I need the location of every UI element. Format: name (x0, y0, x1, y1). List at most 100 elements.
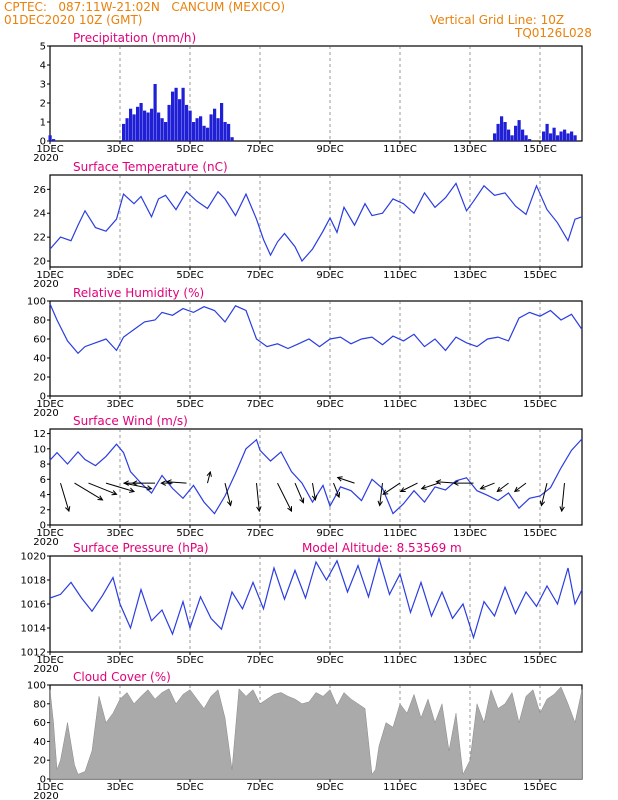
wind-vector-head (129, 487, 136, 493)
wind-vector-head (382, 489, 389, 495)
precip-bar (160, 118, 164, 141)
precip-bar (503, 122, 507, 141)
precip-bar (496, 123, 500, 141)
wind-vector (436, 481, 457, 484)
y-tick-label: 80 (33, 699, 46, 710)
precip-bar (510, 135, 514, 141)
wind-vector (379, 483, 383, 506)
series-line (49, 556, 583, 640)
precip-bar (153, 84, 157, 141)
wind-vector (480, 482, 495, 490)
x-tick-label: 1DEC (36, 399, 63, 410)
y-tick-label: 80 (33, 316, 46, 327)
wind-vector-head (399, 487, 406, 492)
precip-bar (507, 129, 511, 141)
wind-vector-head (334, 492, 341, 499)
y-tick-label: 100 (27, 297, 46, 308)
wind-vector (337, 477, 355, 484)
y-tick-label: 20 (33, 257, 46, 268)
x-tick-label: 15DEC (523, 144, 557, 155)
x-tick-label: 1DEC (36, 270, 63, 281)
x-tick-label: 11DEC (383, 144, 417, 155)
precip-bar (178, 99, 182, 141)
wind-vector-head (123, 480, 129, 486)
date-header: 01DEC2020 10Z (GMT) (4, 13, 143, 27)
x-tick-label: 1DEC (36, 782, 63, 793)
x-tick-label: 1DEC (36, 655, 63, 666)
precip-bar (542, 131, 546, 141)
y-tick-label: 0 (40, 775, 46, 786)
precip-bar (157, 112, 161, 141)
precip-bar (199, 116, 203, 141)
wind-vector-head (311, 494, 318, 501)
wind-vector (74, 482, 103, 501)
wind-vector-head (111, 490, 118, 496)
y-tick-label: 6 (40, 475, 46, 486)
x-year-label: 2020 (33, 279, 58, 290)
y-tick-label: 4 (40, 490, 46, 501)
wind-vector-head (160, 480, 167, 486)
y-tick-label: 1012 (21, 648, 46, 659)
precip-bar (220, 103, 224, 141)
precip-bar (136, 106, 140, 141)
wind-vector-head (336, 476, 343, 482)
wind-vector (540, 482, 548, 506)
precip-bar (563, 129, 567, 141)
precip-bar (570, 131, 574, 141)
panel-title: Surface Temperature (nC) (73, 160, 228, 174)
x-tick-label: 13DEC (453, 782, 487, 793)
wind-vector-head (539, 500, 546, 507)
x-tick-label: 9DEC (316, 270, 343, 281)
precip-bar (223, 122, 227, 141)
x-tick-label: 13DEC (453, 144, 487, 155)
y-tick-label: 5 (40, 42, 46, 53)
wind-vector (277, 482, 292, 512)
wind-vector (256, 483, 260, 512)
y-tick-label: 8 (40, 460, 46, 471)
panel-title: Precipitation (mm/h) (73, 31, 196, 45)
y-tick-label: 24 (33, 209, 46, 220)
y-tick-label: 1020 (21, 552, 46, 563)
y-tick-label: 0 (40, 137, 46, 148)
panel-frame (49, 300, 583, 397)
x-tick-label: 15DEC (523, 528, 557, 539)
wind-vector-head (377, 500, 383, 507)
x-year-label: 2020 (33, 408, 58, 419)
precip-bar (122, 123, 126, 141)
y-tick-label: 26 (33, 185, 46, 196)
x-year-label: 2020 (33, 664, 58, 675)
wind-vector (421, 482, 439, 490)
precip-bar (164, 122, 168, 141)
precip-bar (188, 110, 192, 141)
precip-bar (195, 118, 199, 141)
y-tick-label: 60 (33, 718, 46, 729)
precip-bar (524, 135, 528, 141)
x-tick-label: 11DEC (383, 270, 417, 281)
wind-vector-head (226, 500, 233, 507)
wind-vector (496, 482, 509, 492)
precip-bar (171, 91, 175, 141)
wind-vector-head (65, 506, 71, 513)
panel-annotation: Model Altitude: 8.53569 m (302, 541, 462, 555)
x-tick-label: 15DEC (523, 270, 557, 281)
x-tick-label: 9DEC (316, 782, 343, 793)
panel-title: Relative Humidity (%) (73, 286, 204, 300)
precip-bar (500, 116, 504, 141)
wind-vector (561, 483, 565, 512)
wind-vector (166, 481, 187, 484)
wind-vector-head (287, 506, 292, 513)
x-tick-label: 1DEC (36, 144, 63, 155)
precip-bar (573, 135, 577, 141)
wind-vector (400, 482, 418, 492)
y-tick-label: 10 (33, 444, 46, 455)
wind-vector (224, 482, 232, 506)
x-tick-label: 7DEC (246, 144, 273, 155)
wind-vector-head (165, 479, 172, 485)
wind-vector (60, 482, 70, 512)
precip-bar (139, 103, 143, 141)
wind-vector-head (206, 470, 212, 477)
precip-bar (181, 87, 185, 141)
x-tick-label: 7DEC (246, 270, 273, 281)
precip-bar (514, 125, 518, 141)
precip-bar (132, 114, 136, 141)
